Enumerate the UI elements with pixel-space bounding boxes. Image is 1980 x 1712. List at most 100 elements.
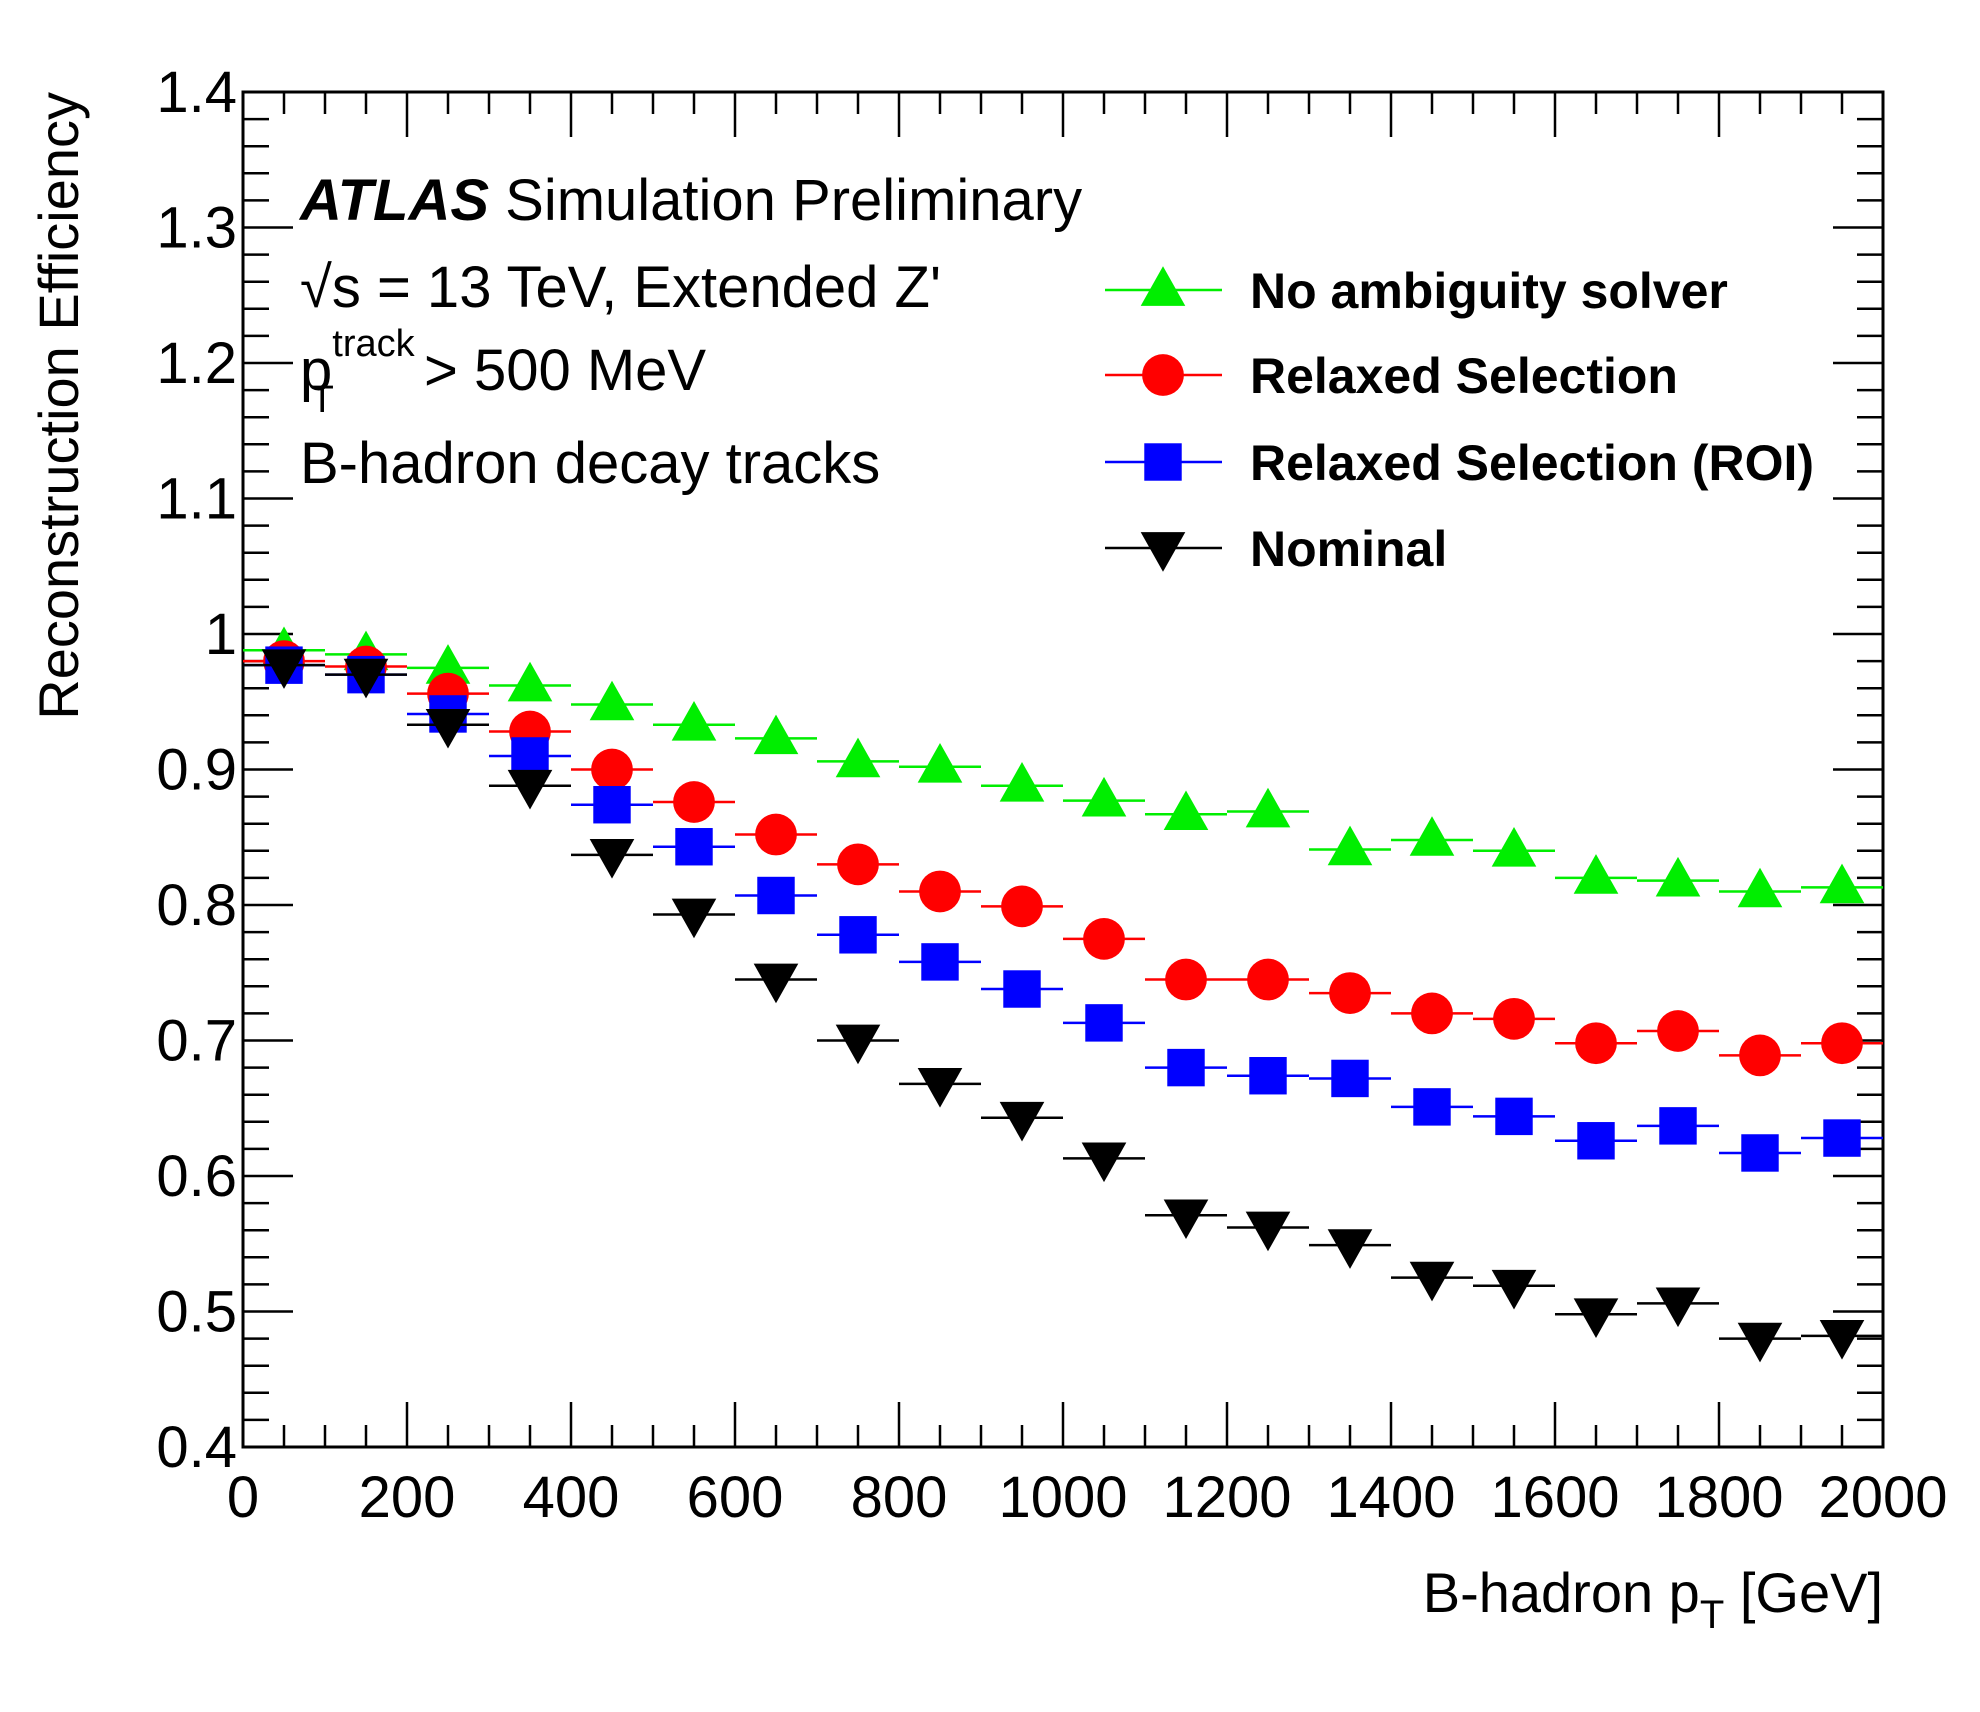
data-point (511, 737, 549, 775)
data-series (243, 626, 1883, 1363)
y-tick-label: 0.4 (156, 1415, 237, 1480)
data-point (425, 708, 471, 749)
data-point (1083, 917, 1125, 960)
energy-label: √s = 13 TeV, Extended Z' (300, 255, 941, 320)
data-point (755, 813, 797, 856)
data-point (999, 1101, 1045, 1142)
data-point (1249, 1057, 1287, 1095)
plot-frame (241, 90, 1885, 1449)
legend-item: Relaxed Selection (ROI) (1105, 435, 1814, 491)
data-point (343, 658, 389, 699)
data-point (1165, 958, 1207, 1001)
series-no-ambiguity-solver (243, 626, 1883, 908)
data-point (1413, 1088, 1451, 1126)
y-tick-label: 1.1 (156, 467, 237, 532)
data-point (1081, 776, 1127, 817)
axis-ticks (241, 90, 1885, 1449)
data-point (1655, 1287, 1701, 1328)
data-point (1409, 816, 1455, 856)
data-point (1739, 1034, 1781, 1077)
data-point (1247, 958, 1289, 1001)
legend-marker (1142, 354, 1184, 396)
data-point (1001, 885, 1043, 928)
data-point (917, 1068, 963, 1108)
data-point (675, 828, 713, 866)
data-point (1411, 992, 1453, 1035)
data-point (1245, 787, 1291, 828)
data-point (425, 644, 471, 684)
data-point (591, 748, 633, 791)
data-point (507, 661, 553, 702)
data-point (1327, 1229, 1373, 1269)
data-point (671, 898, 717, 939)
data-point (1819, 1320, 1865, 1360)
data-point (1577, 1122, 1615, 1160)
data-point (1741, 1134, 1779, 1172)
data-point (589, 680, 635, 721)
x-tick-label: 800 (851, 1465, 948, 1530)
x-tick-label: 2000 (1818, 1465, 1947, 1530)
data-point (593, 786, 631, 824)
data-point (1163, 790, 1209, 831)
y-tick-labels: 0.4 0.5 0.6 0.7 0.8 0.9 1 1.1 1.2 1.3 1.4 (156, 60, 237, 1480)
legend-marker (1144, 443, 1182, 481)
y-tick-label: 0.6 (156, 1144, 237, 1209)
data-point (1491, 827, 1537, 867)
data-point (1823, 1119, 1861, 1157)
data-point (835, 737, 881, 778)
data-point (921, 943, 959, 981)
plot-annotations: ATLAS Simulation Preliminary √s = 13 TeV… (298, 168, 1082, 496)
y-tick-label: 1.3 (156, 196, 237, 261)
data-point (835, 1024, 881, 1065)
x-tick-labels: 0 200 400 600 800 1000 1200 1400 1600 1800 2000 (227, 1465, 1948, 1530)
y-tick-label: 0.7 (156, 1009, 237, 1074)
data-point (1409, 1261, 1455, 1302)
x-tick-label: 400 (523, 1465, 620, 1530)
x-tick-label: 0 (227, 1465, 259, 1530)
atlas-label: ATLAS Simulation Preliminary (298, 168, 1082, 233)
x-tick-label: 600 (687, 1465, 784, 1530)
y-tick-label: 1.2 (156, 331, 237, 396)
x-tick-label: 1000 (998, 1465, 1127, 1530)
legend-item: No ambiguity solver (1105, 263, 1728, 319)
data-point (1003, 970, 1041, 1008)
data-point (1819, 863, 1865, 904)
data-point (1573, 1298, 1619, 1338)
x-tick-label: 1200 (1162, 1465, 1291, 1530)
x-axis-title: B-hadron pT [GeV] (1423, 1561, 1883, 1637)
x-tick-label: 200 (359, 1465, 456, 1530)
legend-marker (1140, 532, 1186, 572)
data-point (1331, 1059, 1369, 1098)
data-point (917, 743, 963, 783)
series-relaxed-selection (243, 640, 1883, 1077)
data-point (1245, 1211, 1291, 1252)
y-tick-label: 1.4 (156, 60, 237, 125)
legend: No ambiguity solver Relaxed Selection Rela… (1105, 263, 1814, 577)
data-point (671, 701, 717, 741)
data-point (1737, 867, 1783, 908)
data-point (999, 762, 1045, 802)
pt-cut-label: ptrack T > 500 MeV (300, 323, 706, 421)
data-point (839, 916, 877, 954)
data-point (1573, 854, 1619, 894)
data-point (589, 839, 635, 879)
data-point (1575, 1022, 1617, 1065)
data-point (1737, 1322, 1783, 1363)
y-tick-label: 0.9 (156, 738, 237, 803)
legend-item: Nominal (1105, 521, 1447, 577)
x-tick-label: 1600 (1490, 1465, 1619, 1530)
data-point (1821, 1022, 1863, 1065)
legend-label: Relaxed Selection (ROI) (1250, 435, 1814, 491)
data-point (757, 876, 795, 915)
data-point (1163, 1199, 1209, 1240)
data-point (1491, 1269, 1537, 1310)
data-point (1655, 856, 1701, 897)
data-point (1085, 1004, 1123, 1042)
data-point (753, 963, 799, 1004)
y-axis-title: Reconstruction Efficiency (27, 92, 90, 720)
data-point (1657, 1010, 1699, 1052)
data-point (507, 769, 553, 810)
x-tick-label: 1400 (1326, 1465, 1455, 1530)
data-point (1659, 1107, 1697, 1145)
